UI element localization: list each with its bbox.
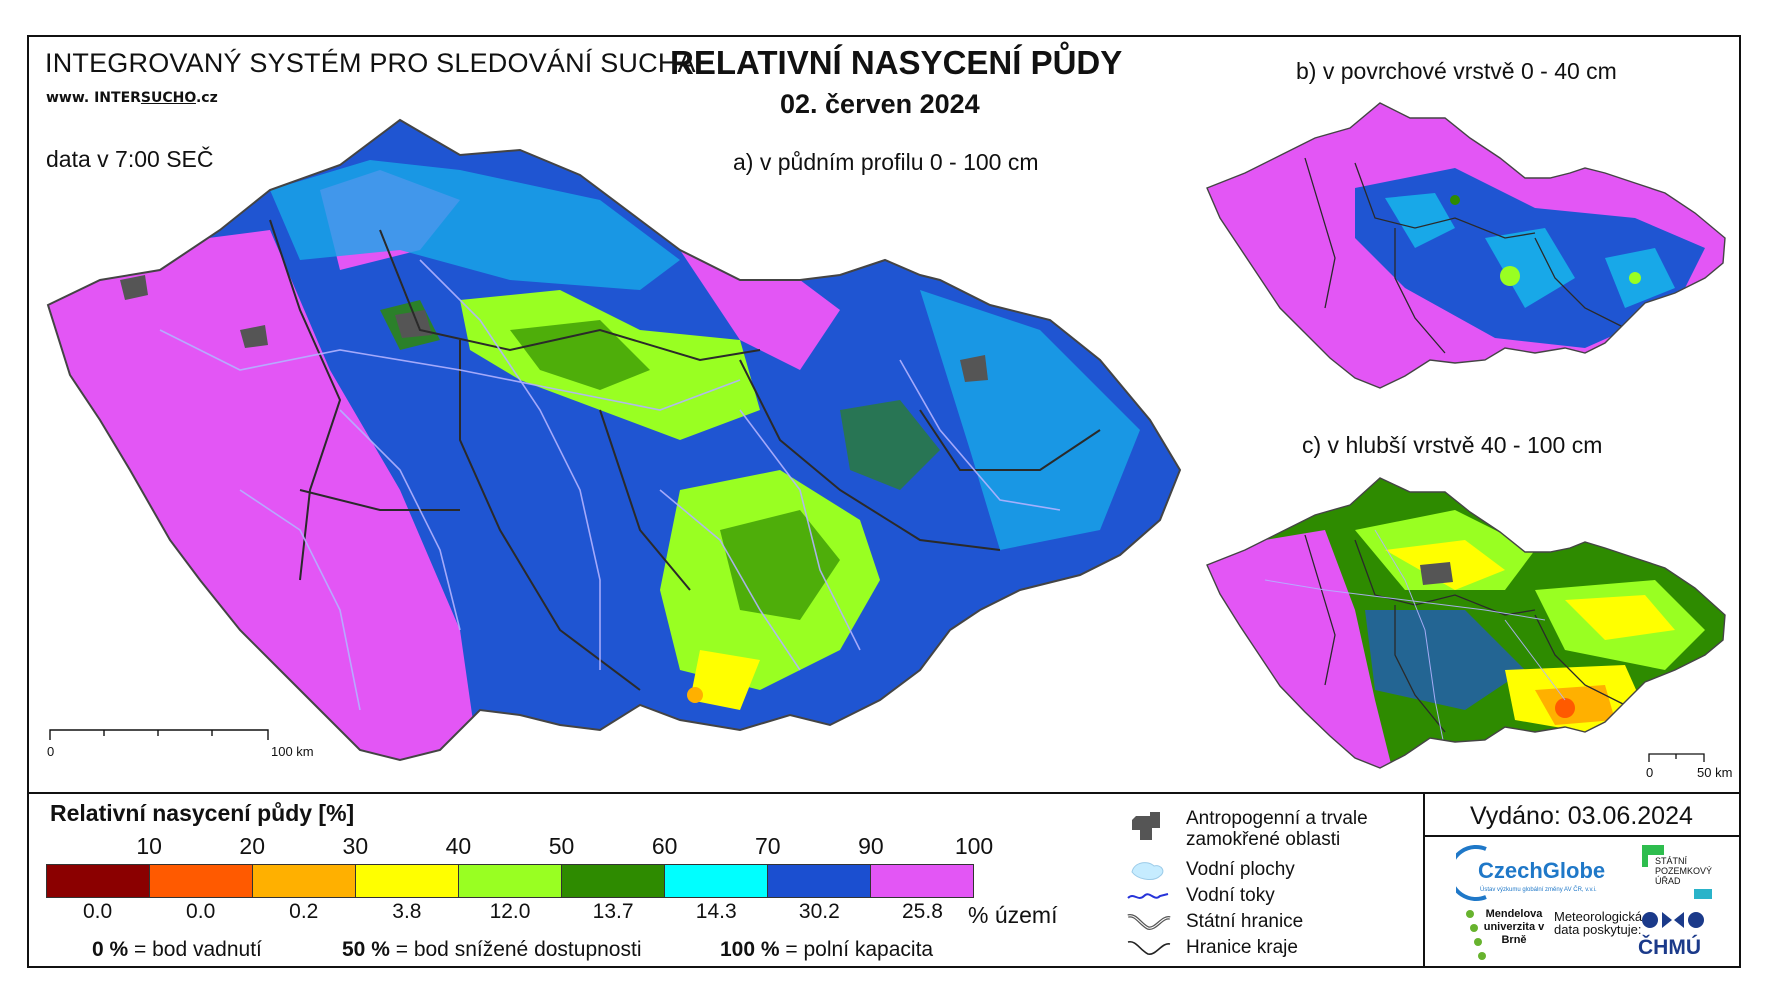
spu-name: STÁTNÍ POZEMKOVÝ ÚŘAD	[1655, 856, 1713, 886]
legend-area-value: 3.8	[392, 900, 422, 923]
note-field-capacity: 100 % = polní kapacita	[720, 938, 934, 961]
map-c-label: c) v hlubší vrstvě 40 - 100 cm	[1302, 432, 1603, 458]
legend-tick-label: 90	[858, 833, 884, 859]
map-frame	[27, 35, 1741, 968]
legend-tick-label: 60	[651, 833, 678, 859]
symbol-water-areas: Vodní plochy	[1186, 859, 1295, 880]
area-unit: % území	[968, 902, 1058, 928]
symbol-anthropogenic: Antropogenní a trvale zamokřené oblasti	[1186, 808, 1368, 850]
map-b-surface-layer	[1206, 102, 1726, 389]
legend-area-value: 30.2	[798, 900, 840, 923]
legend-area-value: 0.2	[289, 900, 319, 923]
footer-divider-horizontal	[1423, 835, 1741, 837]
water-stream-icon	[1127, 893, 1169, 899]
legend-tick-label: 30	[342, 833, 369, 859]
mendel-name: Mendelova univerzita v Brně	[1483, 908, 1545, 946]
system-title: INTEGROVANÝ SYSTÉM PRO SLEDOVÁNÍ SUCHA	[45, 48, 696, 78]
czechglobe-subtitle: Ústav výzkumu globální změny AV ČR, v.v.…	[1480, 887, 1597, 893]
map-b-label: b) v povrchové vrstvě 0 - 40 cm	[1296, 58, 1617, 84]
legend-title: Relativní nasycení půdy [%]	[50, 800, 355, 826]
colorbar-segment	[150, 865, 253, 897]
scale-a-end: 100 km	[271, 744, 314, 759]
legend-tick-label: 100	[954, 833, 994, 859]
legend-colorbar	[46, 864, 974, 898]
scale-c-start: 0	[1646, 765, 1654, 780]
legend-area-value: 13.7	[592, 900, 634, 923]
czechglobe-logo	[1456, 845, 1487, 901]
map-a-whole-profile	[46, 118, 1182, 762]
mendel-logo	[1466, 910, 1486, 960]
legend-tick-label: 20	[239, 833, 266, 859]
colorbar-segment	[562, 865, 665, 897]
spu-logo	[1642, 845, 1712, 899]
region-border-icon	[1127, 940, 1171, 955]
colorbar-segment	[459, 865, 562, 897]
anthropogenic-area-icon	[1132, 812, 1160, 840]
scale-bar-a	[49, 729, 269, 740]
state-border-icon	[1127, 914, 1171, 930]
page-date: 02. červen 2024	[780, 89, 980, 119]
note-reduced-availability: 50 % = bod snížené dostupnosti	[342, 938, 642, 961]
footer-divider-vertical	[1423, 792, 1425, 968]
map-a-label: a) v půdním profilu 0 - 100 cm	[733, 149, 1039, 175]
chmu-name: ČHMÚ	[1638, 936, 1701, 959]
page-title: RELATIVNÍ NASYCENÍ PŮDY	[670, 44, 1123, 81]
data-time: data v 7:00 SEČ	[46, 146, 214, 172]
chmu-logo	[1642, 912, 1704, 928]
symbol-state-border: Státní hranice	[1186, 911, 1304, 932]
legend-tick-label: 70	[754, 833, 781, 859]
colorbar-segment	[768, 865, 871, 897]
legend-area-value: 12.0	[489, 900, 531, 923]
czechglobe-name: CzechGlobe	[1478, 858, 1606, 883]
legend-area-value: 14.3	[695, 900, 737, 923]
symbol-region-border: Hranice kraje	[1186, 937, 1298, 958]
meteo-data-label: Meteorologická data poskytuje:	[1554, 909, 1643, 937]
map-c-deeper-layer	[1206, 477, 1726, 769]
legend-area-value: 0.0	[186, 900, 216, 923]
colorbar-segment	[356, 865, 459, 897]
legend-area-value: 0.0	[82, 900, 113, 923]
scale-a-start: 0	[47, 744, 55, 759]
legend-tick-label: 50	[548, 833, 575, 859]
colorbar-segment	[253, 865, 356, 897]
legend-area-value: 25.8	[902, 900, 943, 923]
note-wilting-point: 0 % = bod vadnutí	[92, 938, 262, 961]
issued-date: Vydáno: 03.06.2024	[1470, 802, 1693, 830]
legend-tick-label: 10	[136, 833, 162, 859]
water-area-icon	[1131, 862, 1164, 880]
colorbar-segment	[47, 865, 150, 897]
colorbar-segment	[871, 865, 973, 897]
legend-divider	[27, 792, 1741, 794]
scale-c-end: 50 km	[1697, 765, 1733, 780]
website-link[interactable]: www. INTERSUCHO.cz	[46, 90, 218, 106]
colorbar-segment	[665, 865, 768, 897]
scale-bar-c	[1648, 753, 1705, 762]
legend-tick-label: 40	[445, 833, 472, 859]
symbol-water-streams: Vodní toky	[1186, 885, 1275, 906]
